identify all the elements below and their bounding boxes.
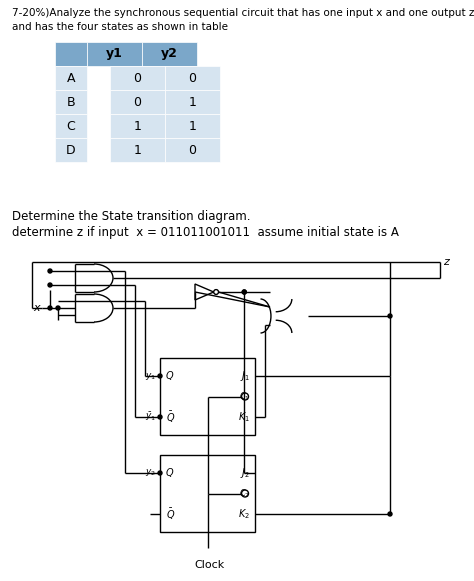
Text: C: C — [67, 120, 75, 132]
Circle shape — [388, 512, 392, 516]
Text: 0: 0 — [134, 71, 142, 84]
FancyBboxPatch shape — [87, 42, 142, 66]
Circle shape — [48, 269, 52, 273]
Text: 7-20%)Analyze the synchronous sequential circuit that has one input x and one ou: 7-20%)Analyze the synchronous sequential… — [12, 8, 474, 18]
Circle shape — [56, 306, 60, 310]
Text: $\bar{y}_1$: $\bar{y}_1$ — [145, 411, 156, 424]
FancyBboxPatch shape — [110, 114, 165, 138]
Text: $\bar{Q}$: $\bar{Q}$ — [166, 507, 175, 522]
Text: B: B — [67, 95, 75, 109]
Text: and has the four states as shown in table: and has the four states as shown in tabl… — [12, 22, 228, 32]
Text: $J_2$: $J_2$ — [240, 466, 250, 480]
Text: Q: Q — [166, 371, 173, 381]
Text: Clock: Clock — [195, 560, 225, 570]
FancyBboxPatch shape — [165, 90, 220, 114]
FancyBboxPatch shape — [55, 114, 87, 138]
Text: $K_1$: $K_1$ — [238, 410, 250, 424]
Bar — [160, 455, 255, 532]
Text: 0: 0 — [189, 144, 197, 156]
Text: z: z — [443, 257, 449, 267]
Text: $K_2$: $K_2$ — [238, 507, 250, 521]
Circle shape — [242, 290, 246, 294]
Text: D: D — [66, 144, 76, 156]
FancyBboxPatch shape — [110, 90, 165, 114]
Circle shape — [242, 290, 246, 294]
Text: $C_1$: $C_1$ — [239, 390, 250, 403]
Text: 1: 1 — [189, 120, 196, 132]
Text: y2: y2 — [161, 48, 178, 60]
Text: $y_2$: $y_2$ — [145, 468, 156, 479]
Text: determine z if input  x = 011011001011  assume initial state is A: determine z if input x = 011011001011 as… — [12, 226, 399, 239]
Bar — [160, 358, 255, 435]
FancyBboxPatch shape — [55, 42, 87, 66]
FancyBboxPatch shape — [165, 138, 220, 162]
Text: 0: 0 — [134, 95, 142, 109]
Text: 1: 1 — [134, 120, 141, 132]
FancyBboxPatch shape — [55, 90, 87, 114]
FancyBboxPatch shape — [55, 66, 87, 90]
Text: 0: 0 — [189, 71, 197, 84]
FancyBboxPatch shape — [110, 138, 165, 162]
Circle shape — [158, 374, 162, 378]
FancyBboxPatch shape — [165, 66, 220, 90]
Circle shape — [158, 471, 162, 475]
Text: y1: y1 — [106, 48, 123, 60]
Circle shape — [158, 415, 162, 419]
Text: Determine the State transition diagram.: Determine the State transition diagram. — [12, 210, 250, 223]
Text: Q: Q — [166, 468, 173, 478]
Text: $y_1$: $y_1$ — [145, 371, 156, 382]
FancyBboxPatch shape — [165, 114, 220, 138]
Text: $J_1$: $J_1$ — [240, 369, 250, 383]
Text: $C_2$: $C_2$ — [239, 487, 250, 500]
FancyBboxPatch shape — [142, 42, 197, 66]
Text: 1: 1 — [189, 95, 196, 109]
FancyBboxPatch shape — [110, 66, 165, 90]
FancyBboxPatch shape — [55, 138, 87, 162]
Text: A: A — [67, 71, 75, 84]
Text: x: x — [33, 303, 40, 313]
Text: 1: 1 — [134, 144, 141, 156]
Circle shape — [48, 306, 52, 310]
Text: $\bar{Q}$: $\bar{Q}$ — [166, 410, 175, 425]
Circle shape — [48, 283, 52, 287]
Circle shape — [388, 314, 392, 318]
